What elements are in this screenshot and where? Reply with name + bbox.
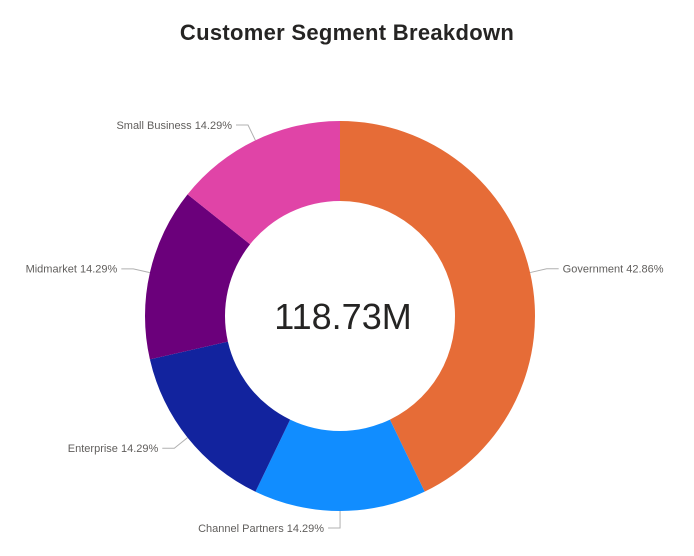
slice-label-small-business: Small Business 14.29% — [116, 120, 232, 132]
donut-slice-midmarket[interactable] — [145, 194, 251, 360]
slice-label-enterprise: Enterprise 14.29% — [68, 443, 159, 455]
center-total-label: 118.73M — [274, 296, 412, 337]
slice-label-midmarket: Midmarket 14.29% — [26, 264, 118, 276]
leader-line-channel-partners — [328, 510, 341, 529]
leader-line-enterprise — [162, 437, 188, 449]
donut-slice-enterprise[interactable] — [149, 341, 291, 492]
chart-title: Customer Segment Breakdown — [179, 20, 515, 45]
slice-label-government: Government 42.86% — [563, 264, 664, 276]
donut-slice-channel-partners[interactable] — [255, 419, 425, 511]
donut-slice-government[interactable] — [340, 121, 535, 492]
leader-line-small-business — [236, 124, 256, 141]
leader-line-government — [529, 268, 559, 274]
donut-slice-small-business[interactable] — [187, 121, 340, 245]
leader-line-midmarket — [121, 268, 150, 274]
slice-label-channel-partners: Channel Partners 14.29% — [198, 523, 324, 535]
